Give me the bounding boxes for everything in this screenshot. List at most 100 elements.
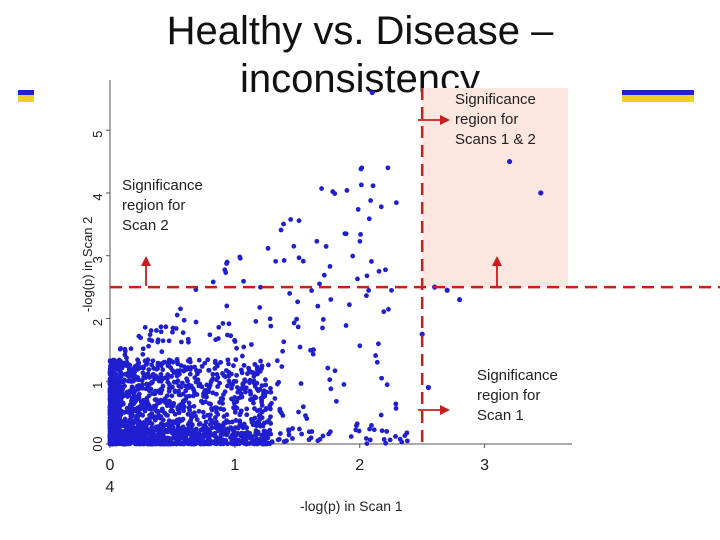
scatter-point bbox=[369, 423, 374, 428]
scatter-point bbox=[297, 344, 303, 350]
scatter-point bbox=[136, 404, 142, 410]
scatter-point bbox=[175, 433, 181, 439]
scatter-point bbox=[144, 441, 150, 447]
scatter-point bbox=[247, 380, 252, 386]
scatter-point bbox=[228, 333, 234, 339]
scatter-point bbox=[224, 259, 230, 265]
scatter-point bbox=[201, 414, 207, 420]
scatter-point bbox=[309, 288, 315, 293]
scatter-point bbox=[257, 439, 263, 445]
scatter-point bbox=[320, 317, 326, 322]
scatter-point bbox=[178, 363, 184, 368]
annotation-both-line1: Significance bbox=[455, 91, 536, 108]
scatter-point bbox=[121, 361, 126, 367]
scatter-point bbox=[232, 404, 238, 410]
scatter-point bbox=[321, 272, 327, 278]
scatter-point bbox=[146, 417, 152, 423]
scatter-point bbox=[138, 365, 144, 371]
scatter-point bbox=[201, 423, 207, 429]
scatter-point bbox=[363, 436, 369, 441]
scatter-point bbox=[300, 258, 306, 264]
scatter-point bbox=[237, 412, 243, 418]
scatter-point bbox=[236, 440, 241, 446]
scatter-point bbox=[223, 368, 229, 373]
annotation-scan2-line3: Scan 2 bbox=[122, 217, 169, 234]
scatter-point bbox=[118, 439, 124, 445]
scatter-point bbox=[277, 431, 283, 436]
scatter-point bbox=[180, 398, 186, 404]
scatter-point bbox=[107, 404, 113, 410]
scatter-point bbox=[168, 365, 174, 371]
scatter-point bbox=[276, 436, 282, 442]
scatter-point bbox=[191, 403, 197, 409]
scatter-point bbox=[269, 400, 274, 406]
scatter-point bbox=[297, 426, 302, 432]
scatter-point bbox=[194, 367, 199, 373]
scatter-point bbox=[137, 424, 143, 430]
scatter-point bbox=[112, 373, 118, 379]
scatter-point bbox=[288, 217, 294, 222]
scatter-point bbox=[136, 391, 142, 397]
scatter-point bbox=[170, 359, 176, 365]
scatter-point bbox=[225, 357, 231, 363]
scatter-point bbox=[177, 417, 182, 422]
scatter-point bbox=[317, 436, 323, 442]
scatter-point bbox=[364, 273, 370, 279]
scatter-point bbox=[223, 437, 229, 443]
scatter-point bbox=[196, 408, 202, 414]
scatter-point bbox=[332, 368, 338, 374]
scatter-point bbox=[367, 426, 372, 432]
scatter-point bbox=[404, 430, 410, 436]
scatter-point bbox=[139, 385, 145, 391]
x-tick-label: 3 bbox=[480, 457, 489, 474]
scatter-point bbox=[387, 437, 393, 443]
scatter-point bbox=[358, 182, 364, 188]
scatter-point bbox=[385, 165, 391, 171]
scatter-point bbox=[220, 431, 226, 437]
y-tick-sublabel: 0 bbox=[90, 436, 105, 443]
scatter-point bbox=[166, 398, 172, 404]
scatter-point bbox=[332, 191, 338, 196]
scatter-point bbox=[306, 429, 312, 435]
scatter-point bbox=[229, 438, 235, 444]
scatter-point bbox=[151, 365, 157, 371]
scatter-point bbox=[112, 362, 118, 368]
scatter-point bbox=[371, 427, 377, 433]
scatter-point bbox=[357, 238, 363, 244]
x-axis-label: -log(p) in Scan 1 bbox=[300, 498, 403, 514]
scatter-point bbox=[110, 411, 116, 417]
scatter-point bbox=[157, 426, 163, 432]
scatter-point bbox=[355, 207, 361, 212]
scatter-point bbox=[226, 378, 232, 384]
scatter-point bbox=[323, 244, 329, 249]
scatter-point bbox=[393, 433, 398, 439]
scatter-point bbox=[143, 386, 149, 392]
scatter-point bbox=[206, 401, 212, 406]
scatter-point bbox=[200, 441, 206, 447]
x-tick-label: 1 bbox=[230, 457, 239, 474]
scatter-point bbox=[129, 379, 134, 384]
scatter-point bbox=[221, 407, 227, 412]
scatter-point bbox=[159, 387, 165, 393]
scatter-point bbox=[404, 438, 410, 444]
scatter-point bbox=[138, 335, 144, 341]
scatter-point bbox=[299, 431, 305, 437]
scatter-point bbox=[168, 419, 174, 425]
scatter-point bbox=[161, 441, 167, 447]
scatter-point bbox=[142, 324, 148, 330]
scatter-point bbox=[130, 425, 135, 431]
scatter-point bbox=[257, 416, 263, 422]
scatter-point bbox=[389, 287, 394, 293]
scatter-point bbox=[281, 339, 287, 345]
scatter-point bbox=[113, 381, 118, 387]
scatter-point bbox=[343, 323, 349, 328]
scatter-point bbox=[142, 408, 148, 414]
scatter-point bbox=[145, 357, 151, 363]
scatter-point bbox=[180, 424, 186, 430]
scatter-point bbox=[170, 325, 176, 331]
scatter-point bbox=[198, 427, 204, 433]
scatter-point bbox=[266, 418, 272, 423]
scatter-point bbox=[308, 347, 313, 353]
scatter-point bbox=[165, 379, 171, 385]
scatter-point bbox=[129, 395, 135, 401]
